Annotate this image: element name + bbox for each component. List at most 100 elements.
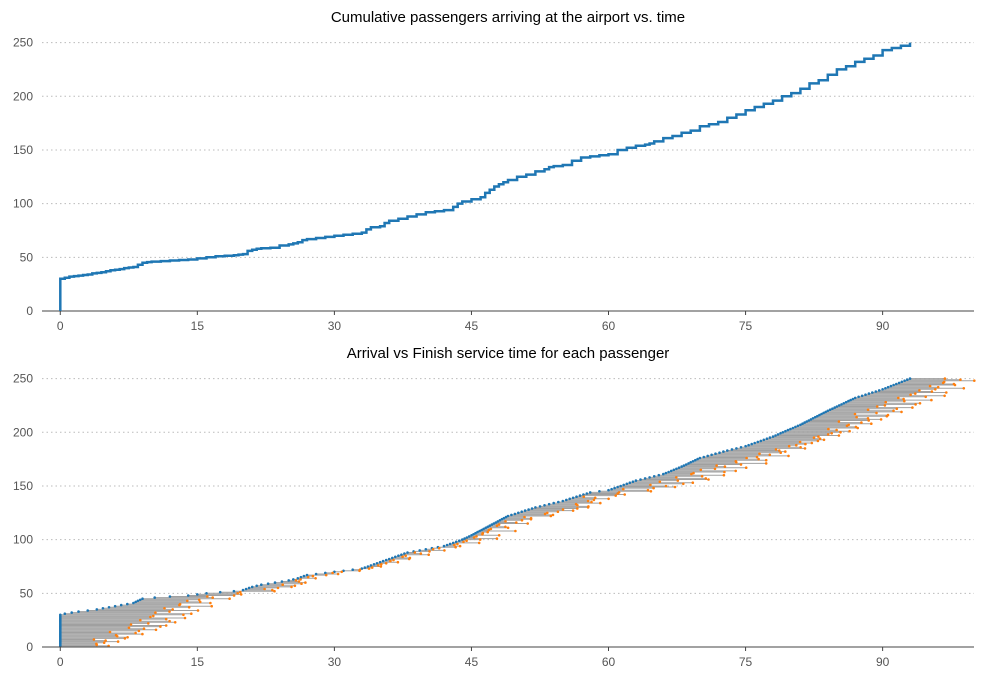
finish-point [392,558,395,562]
arrival-point [730,448,734,451]
arrival-point [482,527,485,531]
finish-point [593,496,597,500]
arrival-point [448,542,452,546]
finish-point [514,529,517,533]
arrival-point [805,420,808,423]
finish-point [458,544,462,548]
arrival-point [305,573,309,577]
arrival-point [384,558,388,562]
chart-2-y-tick-labels: 0 50 100 150 200 250 [13,372,33,654]
arrival-point [628,481,632,485]
arrival-point [492,522,496,525]
arrival-point [504,515,508,519]
y-tick-label: 150 [13,143,33,157]
x-tick-label: 30 [328,319,342,333]
arrival-point [461,538,464,541]
arrival-point [648,476,651,479]
finish-point [866,417,870,420]
chart-1-cumulative-line [59,42,912,311]
arrival-point [196,593,199,596]
finish-point [895,407,899,411]
arrival-point [296,577,300,580]
finish-point [675,476,678,479]
arrival-point [818,413,821,417]
arrival-point [530,507,534,510]
arrival-point [366,565,370,568]
y-tick-label: 250 [13,372,33,386]
arrival-point [458,539,461,542]
finish-point [147,622,150,625]
arrival-point [132,601,135,605]
finish-point [810,441,814,445]
arrival-point [141,597,144,600]
finish-point [182,613,185,617]
finish-point [408,556,412,560]
arrival-point [467,535,471,538]
arrival-point [454,540,458,544]
finish-point [682,482,685,486]
arrival-point [488,524,492,527]
finish-point [875,411,878,415]
arrival-point [451,541,455,545]
arrival-point [613,486,616,490]
chart-2: Arrival vs Finish service time for each … [13,345,976,669]
finish-point [897,396,900,400]
arrival-point [801,422,804,426]
finish-point [299,578,302,581]
arrival-point [897,381,901,385]
arrival-point [314,572,318,576]
arrival-point [900,380,904,384]
arrival-point [494,521,498,524]
arrival-point [299,575,303,579]
finish-point [817,435,820,438]
arrival-point [768,436,772,439]
arrival-point [610,487,613,491]
finish-point [699,468,703,472]
finish-point [848,429,851,433]
arrival-point [639,478,642,481]
finish-point [914,392,917,395]
finish-point [487,528,491,532]
finish-point [691,481,695,485]
finish-point [210,604,213,608]
arrival-point [669,469,673,473]
arrival-point [568,497,571,501]
finish-point [875,405,879,408]
arrival-point [753,441,756,445]
finish-point [236,592,239,595]
finish-point [592,498,596,502]
arrival-point [684,463,688,466]
finish-point [486,530,490,534]
finish-point [127,626,131,629]
finish-point [692,471,695,475]
arrival-point [498,519,502,522]
finish-point [134,631,137,635]
finish-point [959,378,962,382]
finish-point [168,619,171,623]
arrival-point [247,586,251,590]
finish-point [853,412,857,416]
finish-point [171,608,174,611]
arrival-point [784,429,787,433]
arrival-point [682,464,686,467]
arrival-point [895,382,898,386]
finish-point [358,568,362,571]
arrival-point [877,389,881,392]
finish-point [854,425,858,429]
finish-point [599,501,602,505]
finish-point [465,539,468,542]
finish-point [168,610,171,613]
arrival-point [796,424,800,428]
arrival-point [480,528,483,532]
finish-point [886,413,890,417]
arrival-point [714,452,717,456]
arrival-point [472,533,475,536]
chart-1-x-tick-labels: 0 15 30 45 60 75 90 [57,311,890,333]
arrival-point [136,599,140,603]
arrival-point [842,402,846,405]
finish-point [126,636,129,639]
finish-point [190,612,193,615]
arrival-point [616,485,619,489]
finish-point [413,551,417,554]
finish-point [867,419,870,422]
